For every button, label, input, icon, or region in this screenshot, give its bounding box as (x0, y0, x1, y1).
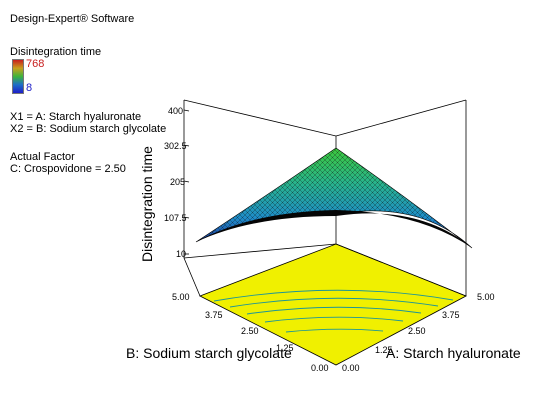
floor-contours (213, 289, 454, 333)
a-axis-title: A: Starch hyaluronate (386, 345, 521, 361)
b-axis-title: B: Sodium starch glycolate (126, 345, 292, 361)
a-tick: 0.00 (342, 363, 360, 373)
software-title: Design-Expert® Software (10, 13, 135, 25)
a-axis-ticks: 0.00 1.25 2.50 3.75 5.00 (342, 292, 495, 373)
a-tick: 1.25 (375, 345, 393, 355)
surface-mesh (196, 148, 472, 248)
z-axis-ticks: 400 302.5 205 107.5 10 (164, 106, 187, 259)
z-tick: 10 (176, 249, 186, 259)
x2-definition: X2 = B: Sodium starch glycolate (10, 123, 167, 135)
a-tick: 2.50 (408, 326, 426, 336)
b-tick: 0.00 (311, 363, 329, 373)
z-axis-title: Disintegration time (139, 146, 155, 262)
z-tick: 205 (170, 177, 185, 187)
z-tick: 107.5 (164, 213, 187, 223)
x1-definition: X1 = A: Starch hyaluronate (10, 111, 142, 123)
b-tick: 5.00 (172, 292, 190, 302)
actual-factor-title: Actual Factor (10, 151, 75, 163)
b-tick: 2.50 (241, 326, 259, 336)
a-tick: 5.00 (477, 292, 495, 302)
z-tick: 302.5 (164, 141, 187, 151)
z-tick: 400 (168, 106, 183, 116)
response-label: Disintegration time (10, 46, 102, 58)
b-tick: 1.25 (276, 343, 294, 353)
surface-front-edge (196, 210, 472, 248)
b-tick: 3.75 (205, 310, 223, 320)
b-axis-ticks: 5.00 3.75 2.50 1.25 0.00 (172, 292, 329, 373)
actual-factor-value: C: Crospovidone = 2.50 (10, 163, 126, 175)
a-tick: 3.75 (442, 310, 460, 320)
legend-color-bar (12, 59, 24, 94)
legend-min: 8 (26, 82, 33, 94)
legend-max: 768 (26, 58, 45, 70)
